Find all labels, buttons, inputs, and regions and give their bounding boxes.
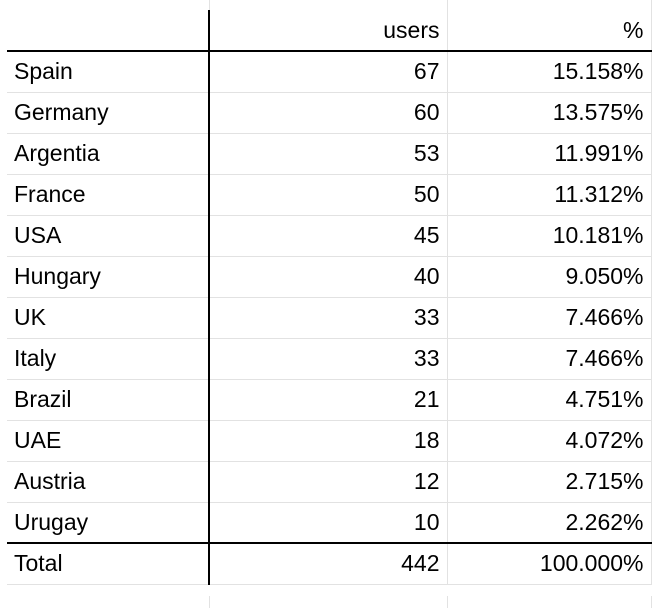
header-cell-pct[interactable]: % — [447, 10, 652, 52]
users-cell[interactable]: 33 — [209, 297, 448, 339]
users-cell[interactable]: 21 — [209, 379, 448, 421]
pct-cell[interactable]: 4.751% — [447, 379, 652, 421]
column-divider — [447, 0, 448, 10]
users-cell[interactable]: 67 — [209, 51, 448, 93]
pct-cell[interactable]: 13.575% — [447, 92, 652, 134]
country-cell[interactable]: Spain — [7, 51, 210, 93]
country-cell[interactable]: Argentia — [7, 133, 210, 175]
table-row: Argentia 53 11.991% — [7, 133, 652, 175]
country-cell[interactable]: France — [7, 174, 210, 216]
table-row: USA 45 10.181% — [7, 215, 652, 257]
pct-cell[interactable]: 15.158% — [447, 51, 652, 93]
column-divider — [209, 0, 210, 10]
country-cell[interactable]: USA — [7, 215, 210, 257]
pct-cell[interactable]: 10.181% — [447, 215, 652, 257]
total-row: Total 442 100.000% — [7, 542, 652, 585]
country-cell[interactable]: Brazil — [7, 379, 210, 421]
table-row: Germany 60 13.575% — [7, 92, 652, 134]
table-row: France 50 11.312% — [7, 174, 652, 216]
pct-cell[interactable]: 11.312% — [447, 174, 652, 216]
users-by-country-table: users % Spain 67 15.158% Germany 60 13.5… — [7, 10, 652, 585]
table-row: Hungary 40 9.050% — [7, 256, 652, 298]
table-row: Austria 12 2.715% — [7, 461, 652, 503]
header-cell-label[interactable] — [7, 10, 210, 52]
header-row: users % — [7, 10, 652, 52]
country-cell[interactable]: Austria — [7, 461, 210, 503]
pct-cell[interactable]: 4.072% — [447, 420, 652, 462]
pct-cell[interactable]: 11.991% — [447, 133, 652, 175]
table-row: UK 33 7.466% — [7, 297, 652, 339]
column-divider — [651, 0, 652, 10]
pct-cell[interactable]: 9.050% — [447, 256, 652, 298]
users-cell[interactable]: 40 — [209, 256, 448, 298]
users-cell[interactable]: 45 — [209, 215, 448, 257]
total-label-cell[interactable]: Total — [7, 542, 210, 585]
country-cell[interactable]: Germany — [7, 92, 210, 134]
pct-cell[interactable]: 2.715% — [447, 461, 652, 503]
pct-cell[interactable]: 2.262% — [447, 502, 652, 544]
pct-cell[interactable]: 7.466% — [447, 338, 652, 380]
table-row: Spain 67 15.158% — [7, 51, 652, 93]
users-cell[interactable]: 60 — [209, 92, 448, 134]
country-cell[interactable]: Hungary — [7, 256, 210, 298]
table-row: Italy 33 7.466% — [7, 338, 652, 380]
total-users-cell[interactable]: 442 — [209, 542, 448, 585]
country-cell[interactable]: Italy — [7, 338, 210, 380]
total-pct-cell[interactable]: 100.000% — [447, 542, 652, 585]
country-cell[interactable]: Urugay — [7, 502, 210, 544]
pct-cell[interactable]: 7.466% — [447, 297, 652, 339]
header-cell-users[interactable]: users — [209, 10, 448, 52]
users-cell[interactable]: 10 — [209, 502, 448, 544]
users-cell[interactable]: 33 — [209, 338, 448, 380]
users-cell[interactable]: 18 — [209, 420, 448, 462]
users-cell[interactable]: 12 — [209, 461, 448, 503]
column-divider — [651, 596, 652, 608]
users-cell[interactable]: 53 — [209, 133, 448, 175]
country-cell[interactable]: UK — [7, 297, 210, 339]
table-row: Urugay 10 2.262% — [7, 502, 652, 544]
users-cell[interactable]: 50 — [209, 174, 448, 216]
column-divider — [447, 596, 448, 608]
table-row: UAE 18 4.072% — [7, 420, 652, 462]
column-divider — [209, 596, 210, 608]
country-cell[interactable]: UAE — [7, 420, 210, 462]
table-row: Brazil 21 4.751% — [7, 379, 652, 421]
